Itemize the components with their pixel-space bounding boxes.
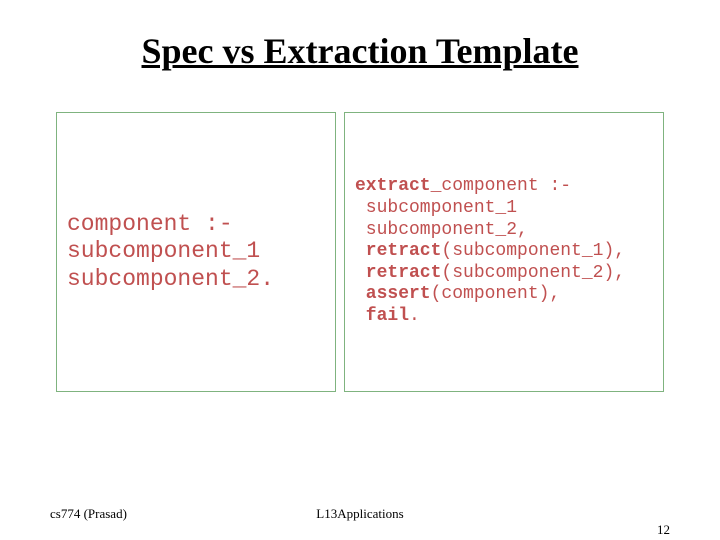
slide-title: Spec vs Extraction Template — [50, 30, 670, 72]
line-sub1: subcomponent_1 — [355, 198, 517, 218]
kw-extract: extract_ — [355, 176, 441, 196]
kw-fail: fail — [355, 306, 409, 326]
footer-left: cs774 (Prasad) — [50, 506, 127, 522]
kw-retract1: retract — [355, 241, 441, 261]
kw-assert: assert — [355, 284, 431, 304]
line-sub2: subcomponent_2, — [355, 220, 528, 240]
footer: cs774 (Prasad) L13Applications 12 — [0, 506, 720, 522]
txt-fail: . — [409, 306, 420, 326]
spec-line2: subcomponent_1 — [67, 238, 260, 264]
txt-retract1: (subcomponent_1), — [441, 241, 625, 261]
right-panel: extract_component :- subcomponent_1 subc… — [344, 112, 664, 392]
slide: Spec vs Extraction Template component :-… — [0, 0, 720, 540]
spec-code: component :- subcomponent_1 subcomponent… — [67, 211, 274, 294]
spec-line3: subcomponent_2. — [67, 266, 274, 292]
footer-right: 12 — [657, 522, 670, 538]
spec-line1: component :- — [67, 211, 233, 237]
kw-retract2: retract — [355, 263, 441, 283]
txt-component: component — [441, 176, 538, 196]
txt-retract2: (subcomponent_2), — [441, 263, 625, 283]
left-panel: component :- subcomponent_1 subcomponent… — [56, 112, 336, 392]
extraction-code: extract_component :- subcomponent_1 subc… — [355, 176, 625, 327]
txt-assert: (component), — [431, 284, 561, 304]
panels-row: component :- subcomponent_1 subcomponent… — [50, 112, 670, 392]
txt-head-tail: :- — [539, 176, 571, 196]
